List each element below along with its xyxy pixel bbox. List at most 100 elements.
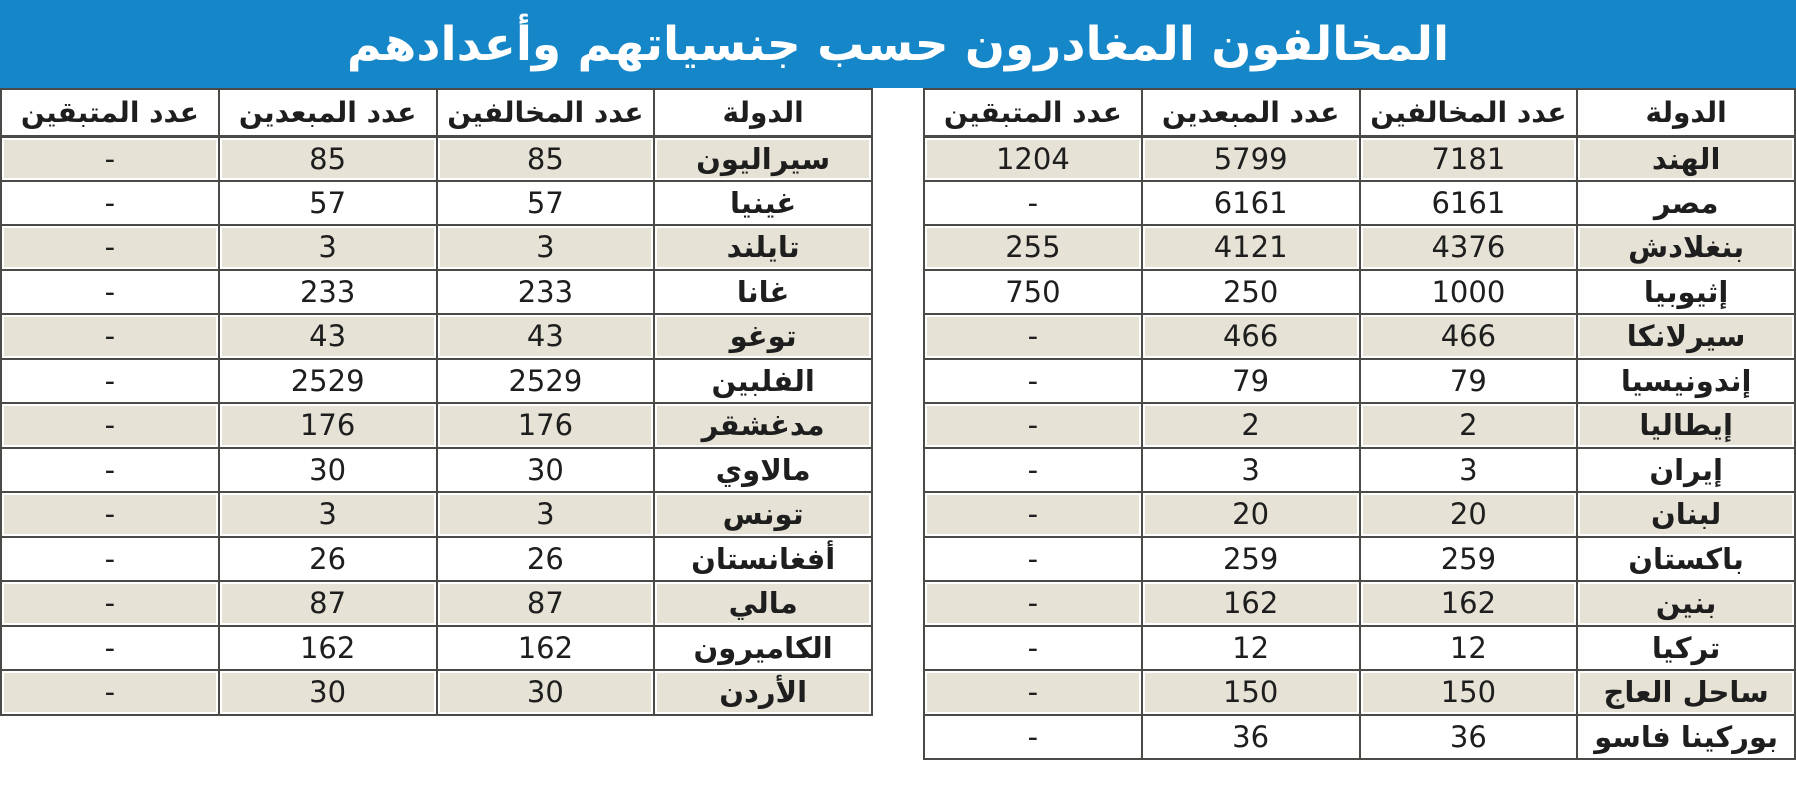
cell-remaining-count: - xyxy=(0,491,220,538)
table-row: مدغشقر 176 176- xyxy=(0,402,873,449)
col-header-deported-count: عدد المبعدين xyxy=(1140,88,1361,138)
header-row: الدولة عدد المخالفين عدد المبعدين عدد المتب… xyxy=(0,88,873,138)
cell-violators-count: 30 xyxy=(435,446,656,493)
table-row: مالي 87 87- xyxy=(0,580,873,627)
cell-country: الأردن xyxy=(653,669,873,716)
cell-violators-count: 1000 xyxy=(1358,268,1579,315)
cell-country: تركيا xyxy=(1576,624,1796,671)
cell-country: لبنان xyxy=(1576,491,1796,538)
cell-remaining-count: - xyxy=(0,268,220,315)
cell-violators-count: 176 xyxy=(435,402,656,449)
cell-violators-count: 162 xyxy=(1358,580,1579,627)
cell-remaining-count: - xyxy=(0,535,220,582)
cell-remaining-count: - xyxy=(923,535,1143,582)
page-title: المخالفون المغادرون حسب جنسياتهم وأعداده… xyxy=(346,16,1450,72)
table-row: تركيا 12 12- xyxy=(923,624,1796,671)
cell-deported-count: 87 xyxy=(217,580,438,627)
cell-remaining-count: - xyxy=(923,402,1143,449)
table-row: إندونيسيا 79 79- xyxy=(923,357,1796,404)
cell-remaining-count: - xyxy=(0,624,220,671)
table-row: ساحل العاج 150 150- xyxy=(923,669,1796,716)
violators-table-primary: الدولة عدد المخالفين عدد المبعدين عدد المتب… xyxy=(923,88,1796,760)
table-row: إيران 3 3- xyxy=(923,446,1796,493)
cell-country: سيرلانكا xyxy=(1576,313,1796,360)
cell-deported-count: 20 xyxy=(1140,491,1361,538)
cell-deported-count: 30 xyxy=(217,446,438,493)
cell-remaining-count: - xyxy=(0,224,220,271)
cell-violators-count: 2529 xyxy=(435,357,656,404)
col-header-remaining-count: عدد المتبقين xyxy=(0,88,220,138)
cell-remaining-count: - xyxy=(0,669,220,716)
cell-remaining-count: 750 xyxy=(923,268,1143,315)
cell-remaining-count: - xyxy=(0,135,220,182)
cell-deported-count: 57 xyxy=(217,179,438,226)
cell-violators-count: 79 xyxy=(1358,357,1579,404)
header-row: الدولة عدد المخالفين عدد المبعدين عدد المتب… xyxy=(923,88,1796,138)
cell-deported-count: 2 xyxy=(1140,402,1361,449)
table-row: باكستان 259 259- xyxy=(923,535,1796,582)
cell-country: تونس xyxy=(653,491,873,538)
cell-deported-count: 5799 xyxy=(1140,135,1361,182)
cell-country: إيران xyxy=(1576,446,1796,493)
cell-country: الهند xyxy=(1576,135,1796,182)
cell-country: ساحل العاج xyxy=(1576,669,1796,716)
cell-deported-count: 43 xyxy=(217,313,438,360)
cell-country: غينيا xyxy=(653,179,873,226)
col-header-country: الدولة xyxy=(1576,88,1796,138)
cell-remaining-count: - xyxy=(0,402,220,449)
table-row: بنين 162 162- xyxy=(923,580,1796,627)
cell-violators-count: 259 xyxy=(1358,535,1579,582)
cell-violators-count: 3 xyxy=(435,491,656,538)
cell-violators-count: 87 xyxy=(435,580,656,627)
cell-violators-count: 36 xyxy=(1358,713,1579,760)
tables-container: الدولة عدد المخالفين عدد المبعدين عدد المتب… xyxy=(0,88,1796,760)
cell-remaining-count: - xyxy=(0,179,220,226)
table-row: مصر 6161 6161- xyxy=(923,179,1796,226)
cell-remaining-count: - xyxy=(923,669,1143,716)
cell-country: مالي xyxy=(653,580,873,627)
cell-violators-count: 20 xyxy=(1358,491,1579,538)
cell-remaining-count: - xyxy=(923,313,1143,360)
cell-country: أفغانستان xyxy=(653,535,873,582)
violators-table-secondary: الدولة عدد المخالفين عدد المبعدين عدد المتب… xyxy=(0,88,873,716)
cell-deported-count: 4121 xyxy=(1140,224,1361,271)
table-row: الفلبين 2529 2529- xyxy=(0,357,873,404)
cell-violators-count: 4376 xyxy=(1358,224,1579,271)
table-row: بنغلادش 4376 4121 255 xyxy=(923,224,1796,271)
cell-country: مالاوي xyxy=(653,446,873,493)
table-row: أفغانستان 26 26- xyxy=(0,535,873,582)
cell-violators-count: 2 xyxy=(1358,402,1579,449)
cell-country: بنين xyxy=(1576,580,1796,627)
table-row: الكاميرون 162 162- xyxy=(0,624,873,671)
cell-remaining-count: - xyxy=(0,580,220,627)
cell-violators-count: 3 xyxy=(1358,446,1579,493)
cell-remaining-count: - xyxy=(0,446,220,493)
table-row: بوركينا فاسو 36 36- xyxy=(923,713,1796,760)
cell-country: إيطاليا xyxy=(1576,402,1796,449)
cell-deported-count: 162 xyxy=(1140,580,1361,627)
table-row: تايلند 3 3- xyxy=(0,224,873,271)
cell-deported-count: 26 xyxy=(217,535,438,582)
cell-deported-count: 150 xyxy=(1140,669,1361,716)
cell-country: سيراليون xyxy=(653,135,873,182)
cell-remaining-count: 255 xyxy=(923,224,1143,271)
cell-violators-count: 7181 xyxy=(1358,135,1579,182)
cell-deported-count: 233 xyxy=(217,268,438,315)
table-row: إثيوبيا 1000 250 750 xyxy=(923,268,1796,315)
table-row: غينيا 57 57- xyxy=(0,179,873,226)
cell-country: توغو xyxy=(653,313,873,360)
cell-deported-count: 36 xyxy=(1140,713,1361,760)
cell-country: مصر xyxy=(1576,179,1796,226)
cell-violators-count: 466 xyxy=(1358,313,1579,360)
table-row: لبنان 20 20- xyxy=(923,491,1796,538)
cell-remaining-count: - xyxy=(923,179,1143,226)
cell-remaining-count: 1204 xyxy=(923,135,1143,182)
table-row: إيطاليا 2 2- xyxy=(923,402,1796,449)
cell-country: الكاميرون xyxy=(653,624,873,671)
cell-violators-count: 3 xyxy=(435,224,656,271)
cell-country: غانا xyxy=(653,268,873,315)
cell-violators-count: 30 xyxy=(435,669,656,716)
col-header-violators-count: عدد المخالفين xyxy=(1358,88,1579,138)
cell-deported-count: 2529 xyxy=(217,357,438,404)
cell-deported-count: 466 xyxy=(1140,313,1361,360)
